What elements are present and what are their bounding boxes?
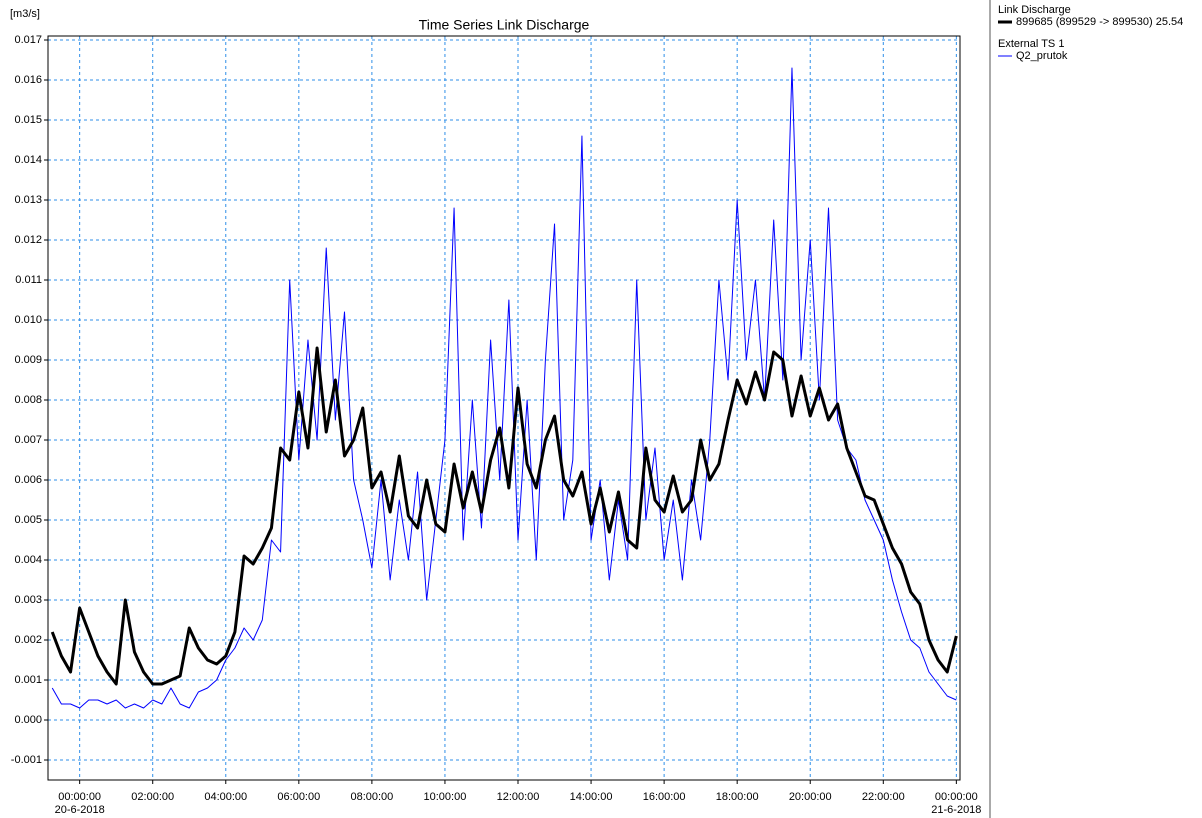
series-line bbox=[51, 67, 957, 709]
y-tick-label: 0.001 bbox=[14, 674, 42, 686]
x-tick-label: 20:00:00 bbox=[789, 791, 832, 803]
x-tick-label: 16:00:00 bbox=[643, 791, 686, 803]
series-line bbox=[50, 346, 958, 686]
x-tick-label: 18:00:00 bbox=[716, 791, 759, 803]
y-unit: [m3/s] bbox=[10, 8, 40, 20]
x-tick-date: 20-6-2018 bbox=[55, 804, 105, 816]
y-tick-label: 0.006 bbox=[14, 474, 42, 486]
plot-frame bbox=[47, 35, 961, 781]
legend-label: Q2_prutok bbox=[1016, 50, 1068, 62]
x-tick-label: 02:00:00 bbox=[131, 791, 174, 803]
x-tick-label: 00:00:00 bbox=[58, 791, 101, 803]
y-tick-label: 0.004 bbox=[14, 554, 42, 566]
y-tick-label: 0.010 bbox=[14, 314, 42, 326]
y-tick-label: 0.007 bbox=[14, 434, 42, 446]
x-tick-label: 04:00:00 bbox=[204, 791, 247, 803]
chart-title: Time Series Link Discharge bbox=[419, 17, 590, 33]
y-tick-label: 0.003 bbox=[14, 594, 42, 606]
x-tick-label: 06:00:00 bbox=[277, 791, 320, 803]
y-tick-label: 0.016 bbox=[14, 74, 42, 86]
y-tick-label: 0.017 bbox=[14, 34, 42, 46]
y-tick-label: 0.005 bbox=[14, 514, 42, 526]
y-tick-label: 0.015 bbox=[14, 114, 42, 126]
y-tick-label: 0.011 bbox=[15, 274, 42, 286]
x-tick-label: 12:00:00 bbox=[497, 791, 540, 803]
x-tick-date: 21-6-2018 bbox=[931, 804, 981, 816]
y-tick-label: 0.002 bbox=[14, 634, 42, 646]
x-tick-label: 14:00:00 bbox=[570, 791, 613, 803]
x-tick-label: 08:00:00 bbox=[350, 791, 393, 803]
y-tick-label: 0.014 bbox=[14, 154, 42, 166]
legend-group: External TS 1 bbox=[998, 38, 1064, 50]
y-tick-label: 0.012 bbox=[14, 234, 42, 246]
y-tick-label: 0.008 bbox=[14, 394, 42, 406]
x-tick-label: 10:00:00 bbox=[424, 791, 467, 803]
legend-group: Link Discharge bbox=[998, 4, 1071, 16]
y-tick-label: 0.013 bbox=[14, 194, 42, 206]
x-tick-label: 00:00:00 bbox=[935, 791, 978, 803]
y-tick-label: -0.001 bbox=[11, 754, 42, 766]
x-tick-label: 22:00:00 bbox=[862, 791, 905, 803]
legend-label: 899685 (899529 -> 899530) 25.54 bbox=[1016, 16, 1183, 28]
y-tick-label: 0.009 bbox=[14, 354, 42, 366]
y-tick-label: 0.000 bbox=[14, 714, 42, 726]
